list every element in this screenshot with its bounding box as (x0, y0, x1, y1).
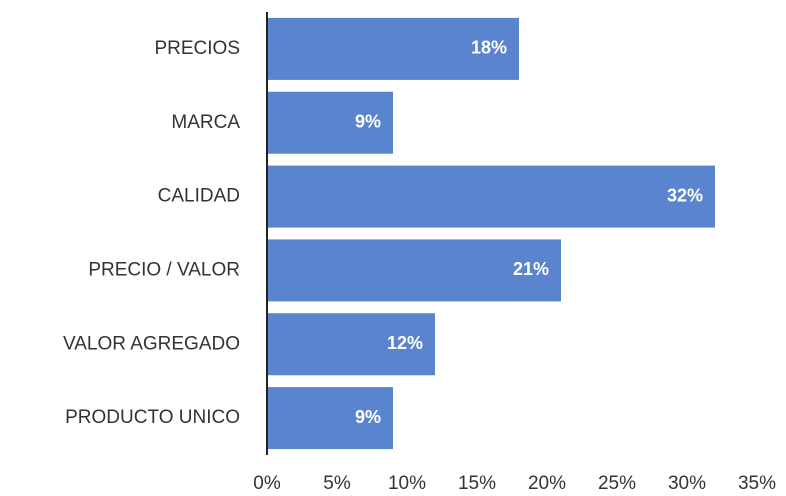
y-tick-label: PRECIO / VALOR (88, 259, 240, 280)
x-tick-label: 30% (668, 473, 706, 494)
y-tick-label: PRODUCTO UNICO (65, 407, 240, 428)
x-tick-label: 25% (598, 473, 636, 494)
y-tick-label: CALIDAD (158, 186, 240, 207)
bar (267, 17, 519, 80)
y-tick-label: MARCA (171, 112, 240, 133)
bar (267, 313, 435, 376)
value-label: 12% (387, 333, 423, 353)
bar (267, 239, 561, 302)
y-tick-label: PRECIOS (154, 38, 240, 59)
x-tick-label: 10% (388, 473, 426, 494)
x-tick-label: 20% (528, 473, 566, 494)
x-tick-label: 35% (738, 473, 776, 494)
value-label: 9% (355, 407, 381, 427)
bar (267, 91, 393, 154)
x-tick-label: 15% (458, 473, 496, 494)
value-label: 32% (667, 185, 703, 205)
bar (267, 165, 715, 228)
y-tick-label: VALOR AGREGADO (63, 333, 240, 354)
value-label: 9% (355, 112, 381, 132)
x-tick-label: 5% (323, 473, 351, 494)
bar (267, 387, 393, 450)
value-label: 18% (471, 38, 507, 58)
value-label: 21% (513, 259, 549, 279)
x-tick-label: 0% (253, 473, 281, 494)
